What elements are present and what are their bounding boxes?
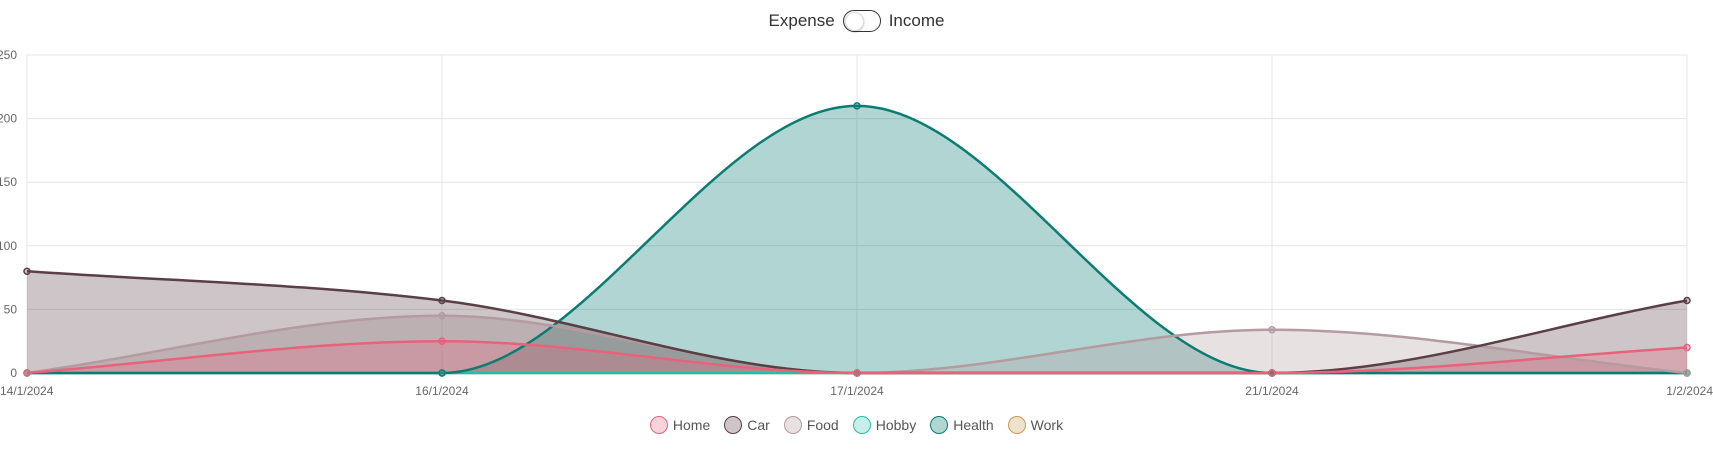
legend-swatch [852, 416, 871, 434]
point-home [1683, 343, 1691, 352]
legend-item-hobby[interactable]: Hobby [852, 416, 917, 434]
type-toggle: Expense Income [0, 10, 1713, 32]
legend-label: Hobby [875, 417, 917, 433]
y-axis-labels: 0 50 100 150 200 250 [0, 48, 17, 380]
legend-label: Health [953, 417, 994, 433]
point-home [1268, 369, 1276, 377]
point-home [853, 369, 861, 377]
legend-item-health[interactable]: Health [930, 416, 994, 434]
point-car [1683, 296, 1691, 305]
area-home [27, 341, 1687, 373]
point-food [1268, 326, 1276, 334]
point-car [438, 296, 446, 305]
x-tick-label: 14/1/2024 [0, 384, 54, 398]
point-home [23, 369, 31, 377]
point-health [438, 369, 446, 377]
y-tick-label: 100 [0, 239, 17, 253]
x-tick-label: 21/1/2024 [1245, 384, 1299, 398]
y-tick-label: 50 [4, 302, 18, 316]
y-tick-label: 250 [0, 48, 17, 62]
legend-swatch [649, 416, 668, 434]
y-tick-label: 150 [0, 175, 17, 189]
legend-swatch [1007, 416, 1026, 434]
chart-lines [26, 104, 1688, 375]
point-health [853, 102, 861, 110]
line-home [26, 339, 1688, 375]
x-tick-label: 16/1/2024 [415, 384, 469, 398]
y-tick-label: 0 [10, 366, 17, 380]
legend-swatch [930, 416, 949, 434]
x-axis-labels: 14/1/2024 16/1/2024 17/1/2024 21/1/2024 1/2/… [0, 384, 1713, 398]
area-health [27, 105, 1687, 373]
legend-item-home[interactable]: Home [649, 416, 711, 434]
line-health [27, 104, 1687, 375]
x-tick-label: 1/2/2024 [1666, 384, 1713, 398]
legend-swatch [724, 416, 743, 434]
chart-points [23, 102, 1691, 377]
point-car [23, 267, 31, 275]
expense-income-switch[interactable] [842, 10, 881, 32]
chart-legend: Home Car Food Hobby Health Work [0, 416, 1713, 434]
legend-label: Car [747, 417, 770, 433]
point-home [438, 337, 446, 345]
point-food [1683, 369, 1691, 377]
chart-areas [27, 105, 1687, 373]
legend-label: Home [672, 417, 711, 433]
legend-swatch [783, 416, 802, 434]
legend-item-car[interactable]: Car [724, 416, 770, 434]
x-tick-label: 17/1/2024 [830, 384, 884, 398]
expense-label: Expense [768, 11, 835, 30]
point-food [438, 312, 446, 320]
y-tick-label: 200 [0, 112, 17, 126]
area-car [27, 271, 1687, 373]
legend-item-food[interactable]: Food [783, 416, 839, 434]
switch-knob [844, 12, 864, 31]
income-label: Income [888, 11, 945, 30]
legend-label: Food [806, 417, 839, 433]
legend-label: Work [1030, 417, 1064, 433]
area-chart: 0 50 100 150 200 250 14/1/2024 16/1/2024 17/1/2… [0, 48, 1713, 398]
legend-item-work[interactable]: Work [1007, 416, 1064, 434]
